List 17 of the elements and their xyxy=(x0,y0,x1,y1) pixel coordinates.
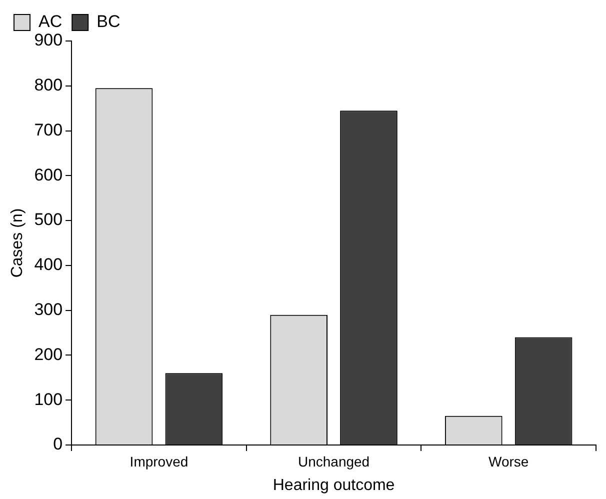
y-tick-label: 500 xyxy=(34,210,63,230)
x-tick-label: Unchanged xyxy=(298,453,370,470)
y-tick-label: 700 xyxy=(34,120,63,140)
y-axis-title: Cases (n) xyxy=(9,208,26,278)
x-tick-label: Improved xyxy=(130,453,188,470)
y-tick-label: 400 xyxy=(34,255,63,274)
x-tick-label: Worse xyxy=(488,453,529,470)
y-tick-label: 200 xyxy=(34,344,63,364)
y-tick-label: 300 xyxy=(34,300,63,320)
x-axis-title: Hearing outcome xyxy=(272,476,395,494)
y-tick-label: 0 xyxy=(53,434,63,454)
y-tick-label: 100 xyxy=(34,390,63,409)
y-tick-label: 600 xyxy=(34,165,63,184)
legend-label: AC xyxy=(38,12,62,32)
legend-label: BC xyxy=(96,12,120,32)
y-tick-label: 900 xyxy=(34,30,63,50)
y-tick-label: 800 xyxy=(34,76,63,95)
